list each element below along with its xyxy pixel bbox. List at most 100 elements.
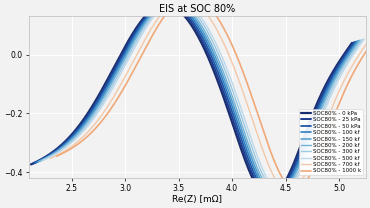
SOC80% - 700 kf [246,106,250,108]
SOC80% - 50 kPa [280,188,285,191]
SOC80% - 1000 k [143,47,148,50]
SOC80% - 25 kPa [269,195,273,198]
SOC80% - 100 kf [272,194,277,197]
SOC80% - 300 kf [128,52,132,54]
SOC80% - 200 kf [171,0,175,3]
SOC80% - 100 kf [256,177,260,179]
SOC80% - 300 kf [261,175,266,177]
Line: SOC80% - 0 kPa: SOC80% - 0 kPa [31,5,352,197]
SOC80% - 500 kf [362,38,366,40]
SOC80% - 0 kPa [118,55,122,58]
Line: SOC80% - 50 kPa: SOC80% - 50 kPa [34,3,355,196]
SOC80% - 50 kPa [270,195,275,197]
Legend: SOC80% - 0 kPa, SOC80% - 25 kPa, SOC80% - 50 kPa, SOC80% - 100 kf, SOC80% - 150 : SOC80% - 0 kPa, SOC80% - 25 kPa, SOC80% … [299,109,363,175]
SOC80% - 1000 k [303,181,307,183]
SOC80% - 700 kf [48,157,53,160]
SOC80% - 50 kPa [254,177,259,180]
SOC80% - 50 kPa [186,15,191,17]
SOC80% - 0 kPa [90,105,95,107]
SOC80% - 100 kf [188,14,192,16]
SOC80% - 25 kPa [279,188,283,191]
Line: SOC80% - 1000 k: SOC80% - 1000 k [57,0,370,189]
SOC80% - 200 kf [275,193,280,196]
SOC80% - 0 kPa [268,196,272,198]
SOC80% - 150 kf [97,103,101,105]
SOC80% - 200 kf [98,102,102,104]
SOC80% - 200 kf [259,176,263,178]
SOC80% - 500 kf [239,108,243,110]
SOC80% - 200 kf [285,186,290,189]
SOC80% - 100 kf [122,53,127,56]
SOC80% - 100 kf [232,110,236,112]
SOC80% - 700 kf [202,10,207,12]
SOC80% - 150 kf [356,39,361,42]
SOC80% - 0 kPa [183,16,188,18]
SOC80% - 700 kf [137,49,141,52]
Line: SOC80% - 100 kf: SOC80% - 100 kf [36,3,357,196]
Line: SOC80% - 300 kf: SOC80% - 300 kf [41,1,362,194]
SOC80% - 300 kf [100,101,105,104]
SOC80% - 100 kf [354,40,359,42]
SOC80% - 700 kf [369,36,370,38]
SOC80% - 0 kPa [29,163,33,166]
SOC80% - 500 kf [130,51,134,54]
SOC80% - 1000 k [116,97,120,99]
SOC80% - 200 kf [37,160,41,163]
SOC80% - 50 kPa [166,2,171,5]
SOC80% - 1000 k [277,170,281,173]
SOC80% - 500 kf [263,174,268,177]
SOC80% - 500 kf [290,185,294,187]
SOC80% - 150 kf [274,194,278,196]
SOC80% - 1000 k [54,155,59,157]
SOC80% - 200 kf [125,52,130,55]
SOC80% - 150 kf [189,13,194,16]
SOC80% - 100 kf [282,187,287,190]
SOC80% - 150 kf [169,1,174,3]
SOC80% - 150 kf [124,53,128,55]
SOC80% - 25 kPa [228,111,233,114]
SOC80% - 700 kf [110,99,114,102]
SOC80% - 100 kf [95,103,100,105]
SOC80% - 25 kPa [253,178,257,180]
SOC80% - 300 kf [39,160,43,162]
SOC80% - 1000 k [209,7,213,10]
SOC80% - 25 kPa [119,54,124,57]
SOC80% - 700 kf [270,172,275,175]
SOC80% - 300 kf [278,192,282,195]
X-axis label: Re(Z) [mΩ]: Re(Z) [mΩ] [172,195,222,204]
SOC80% - 300 kf [237,108,241,111]
Line: SOC80% - 150 kf: SOC80% - 150 kf [37,2,359,195]
SOC80% - 1000 k [252,103,257,106]
Line: SOC80% - 200 kf: SOC80% - 200 kf [39,2,360,194]
SOC80% - 150 kf [35,161,40,163]
SOC80% - 300 kf [193,12,198,15]
SOC80% - 0 kPa [278,189,282,192]
Line: SOC80% - 25 kPa: SOC80% - 25 kPa [33,4,353,197]
SOC80% - 200 kf [235,109,239,111]
SOC80% - 300 kf [173,0,177,2]
SOC80% - 25 kPa [185,15,189,17]
SOC80% - 0 kPa [163,3,167,6]
SOC80% - 200 kf [191,13,195,15]
SOC80% - 25 kPa [30,163,35,165]
SOC80% - 150 kf [284,187,288,189]
SOC80% - 150 kf [258,176,262,178]
SOC80% - 500 kf [41,159,46,162]
SOC80% - 0 kPa [227,112,231,114]
SOC80% - 0 kPa [350,42,354,44]
SOC80% - 50 kPa [32,162,37,165]
SOC80% - 100 kf [34,161,38,164]
Title: EIS at SOC 80%: EIS at SOC 80% [159,4,235,14]
SOC80% - 50 kPa [121,54,125,57]
SOC80% - 0 kPa [251,178,255,181]
SOC80% - 25 kPa [351,41,356,44]
SOC80% - 50 kPa [353,41,357,43]
SOC80% - 700 kf [297,183,301,186]
Line: SOC80% - 500 kf: SOC80% - 500 kf [43,0,364,193]
Line: SOC80% - 700 kf: SOC80% - 700 kf [50,0,370,191]
SOC80% - 50 kPa [230,110,234,113]
SOC80% - 300 kf [360,38,364,41]
SOC80% - 200 kf [358,39,362,41]
SOC80% - 500 kf [102,101,107,103]
SOC80% - 500 kf [175,0,179,2]
